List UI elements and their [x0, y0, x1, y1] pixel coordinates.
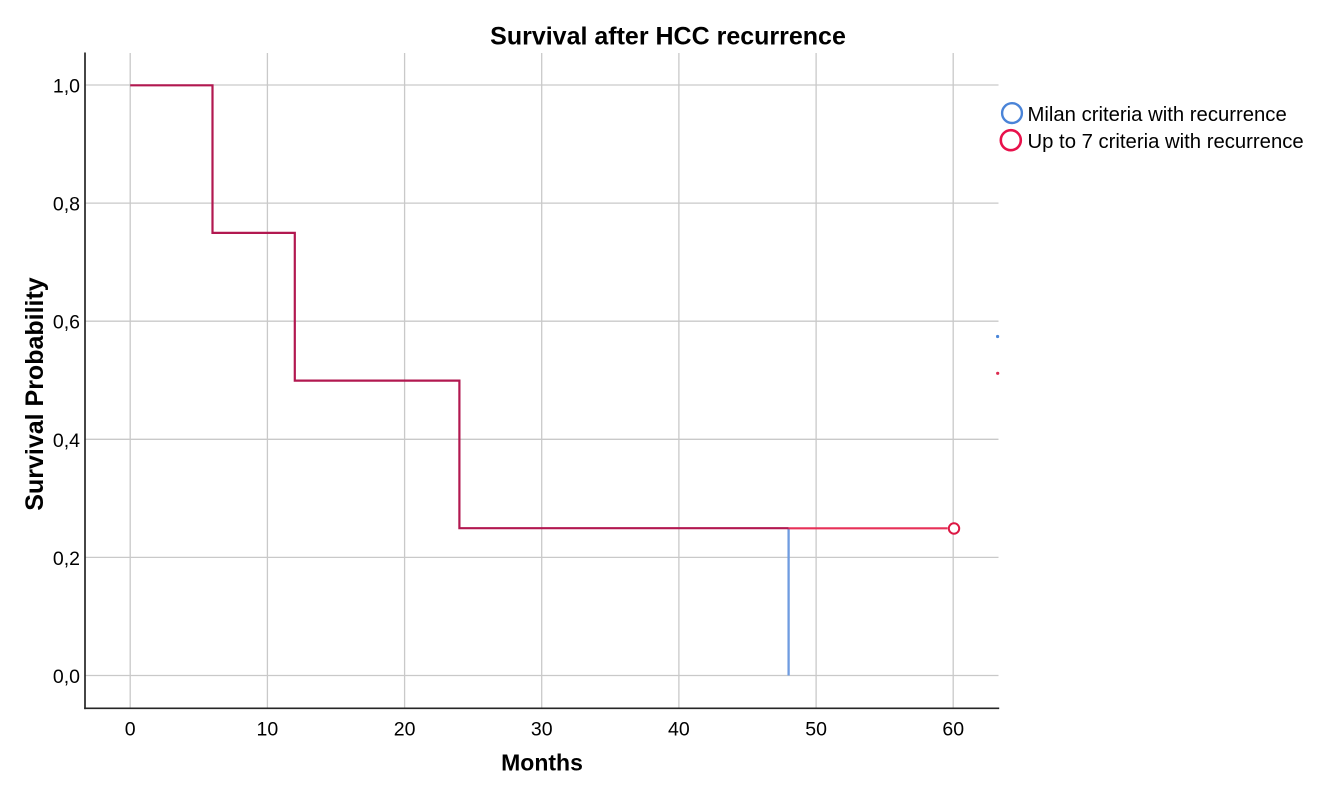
svg-text:20: 20 [394, 719, 416, 741]
svg-text:Milan criteria with recurrence: Milan criteria with recurrence [1028, 104, 1287, 126]
svg-text:0,2: 0,2 [53, 548, 80, 570]
svg-text:Survival Probability: Survival Probability [21, 277, 49, 511]
svg-text:1,0: 1,0 [53, 76, 80, 98]
svg-text:Survival after HCC recurrence: Survival after HCC recurrence [490, 23, 846, 51]
svg-text:50: 50 [805, 719, 827, 741]
svg-text:40: 40 [668, 719, 690, 741]
svg-text:60: 60 [942, 719, 964, 741]
svg-text:0,8: 0,8 [53, 194, 80, 216]
svg-text:Up to 7 criteria with recurren: Up to 7 criteria with recurrence [1028, 131, 1304, 153]
svg-text:Months: Months [501, 749, 583, 775]
svg-text:0,0: 0,0 [53, 666, 80, 688]
svg-text:30: 30 [531, 719, 553, 741]
svg-text:0,4: 0,4 [53, 430, 80, 452]
svg-text:0,6: 0,6 [53, 312, 80, 334]
svg-text:10: 10 [257, 719, 279, 741]
svg-text:0: 0 [125, 719, 136, 741]
